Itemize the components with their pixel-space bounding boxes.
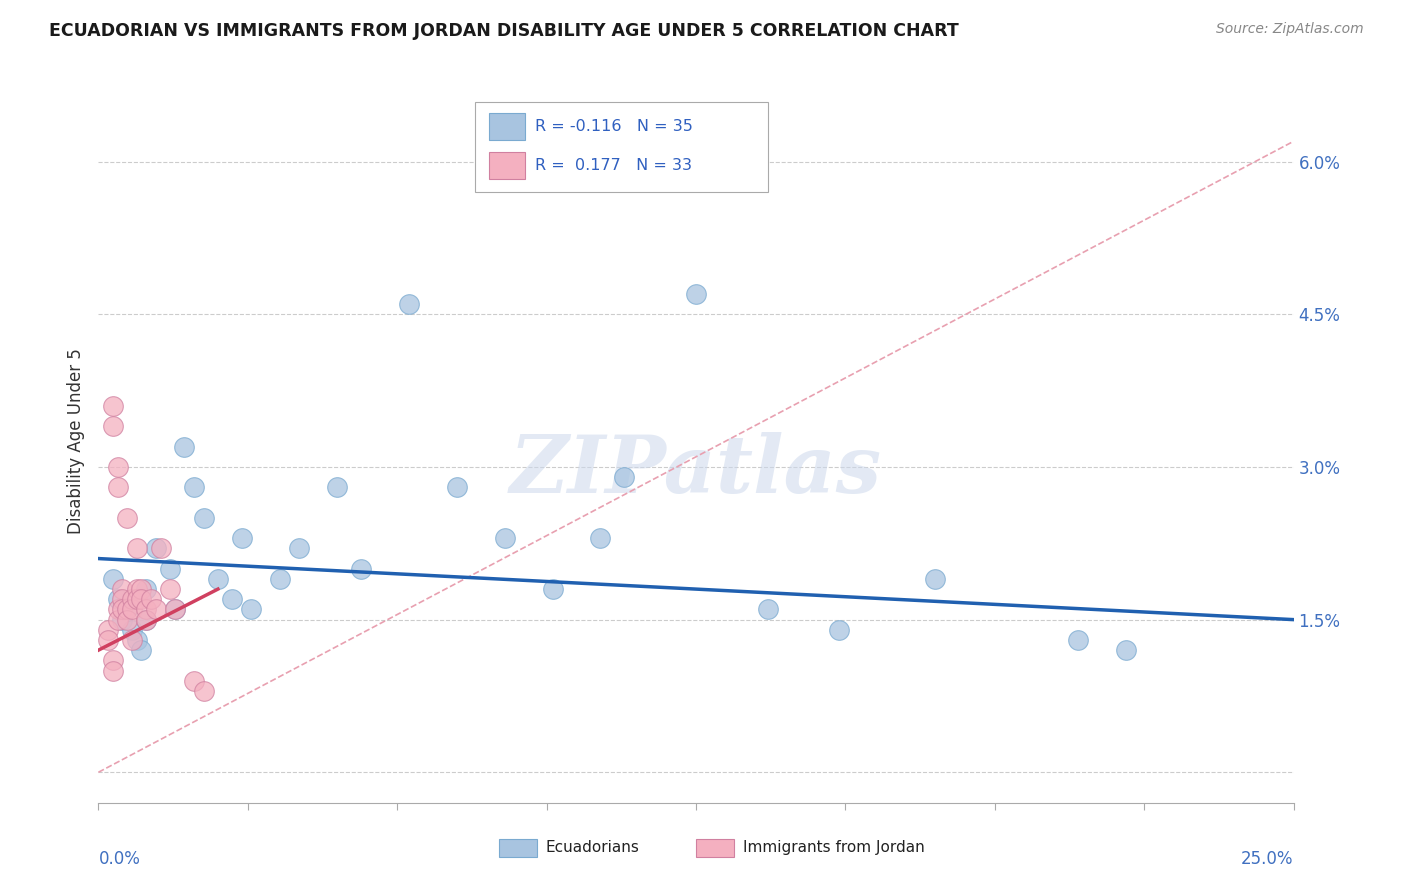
Point: [139, 592, 162, 607]
Point: [163, 602, 186, 616]
Text: Source: ZipAtlas.com: Source: ZipAtlas.com: [1216, 22, 1364, 37]
Point: [135, 613, 157, 627]
Point: [115, 511, 138, 525]
Point: [121, 592, 143, 607]
Point: [107, 613, 129, 627]
Point: [111, 582, 134, 596]
Point: [115, 602, 138, 616]
Text: Immigrants from Jordan: Immigrants from Jordan: [742, 840, 924, 855]
Point: [125, 541, 148, 556]
Y-axis label: Disability Age Under 5: Disability Age Under 5: [66, 349, 84, 534]
Point: [101, 419, 124, 434]
Point: [107, 602, 129, 616]
Point: [183, 673, 205, 688]
Point: [1067, 632, 1090, 647]
Text: Ecuadorians: Ecuadorians: [546, 840, 640, 855]
Point: [101, 572, 124, 586]
Point: [101, 399, 124, 413]
Point: [121, 602, 143, 616]
Point: [135, 613, 157, 627]
Text: ECUADORIAN VS IMMIGRANTS FROM JORDAN DISABILITY AGE UNDER 5 CORRELATION CHART: ECUADORIAN VS IMMIGRANTS FROM JORDAN DIS…: [49, 22, 959, 40]
Point: [135, 602, 157, 616]
Point: [101, 664, 124, 678]
Point: [159, 582, 181, 596]
Point: [613, 470, 636, 484]
Point: [131, 582, 153, 596]
Point: [115, 602, 138, 616]
Point: [145, 541, 167, 556]
Point: [288, 541, 311, 556]
Bar: [489, 112, 524, 140]
Point: [149, 541, 172, 556]
Bar: [696, 838, 734, 857]
Point: [97, 632, 120, 647]
Point: [589, 531, 612, 545]
Point: [1115, 643, 1137, 657]
Point: [125, 582, 148, 596]
Point: [193, 684, 215, 698]
Point: [193, 511, 215, 525]
Text: 25.0%: 25.0%: [1241, 850, 1294, 868]
Bar: [499, 838, 537, 857]
Point: [121, 632, 143, 647]
Point: [115, 613, 138, 627]
Point: [221, 592, 243, 607]
Text: ZIPatlas: ZIPatlas: [510, 432, 882, 509]
Text: R = -0.116   N = 35: R = -0.116 N = 35: [534, 119, 693, 134]
Point: [240, 602, 263, 616]
Text: R =  0.177   N = 33: R = 0.177 N = 33: [534, 158, 692, 173]
Point: [121, 623, 143, 637]
Point: [131, 643, 153, 657]
Point: [924, 572, 946, 586]
Point: [183, 480, 205, 494]
Point: [111, 592, 134, 607]
Point: [125, 592, 148, 607]
Point: [107, 460, 129, 475]
Bar: [489, 152, 524, 179]
Point: [541, 582, 564, 596]
Point: [135, 582, 157, 596]
Point: [107, 592, 129, 607]
Point: [828, 623, 851, 637]
Point: [131, 592, 153, 607]
Point: [125, 632, 148, 647]
Point: [173, 440, 195, 454]
Text: 0.0%: 0.0%: [98, 850, 141, 868]
Point: [685, 287, 707, 301]
Point: [101, 653, 124, 667]
Point: [97, 623, 120, 637]
Point: [231, 531, 253, 545]
Point: [398, 297, 420, 311]
FancyBboxPatch shape: [475, 102, 768, 193]
Point: [269, 572, 291, 586]
Point: [756, 602, 779, 616]
Point: [326, 480, 349, 494]
Point: [207, 572, 229, 586]
Point: [350, 562, 373, 576]
Point: [446, 480, 468, 494]
Point: [111, 613, 134, 627]
Point: [159, 562, 181, 576]
Point: [494, 531, 516, 545]
Point: [163, 602, 186, 616]
Point: [111, 602, 134, 616]
Point: [107, 480, 129, 494]
Point: [145, 602, 167, 616]
